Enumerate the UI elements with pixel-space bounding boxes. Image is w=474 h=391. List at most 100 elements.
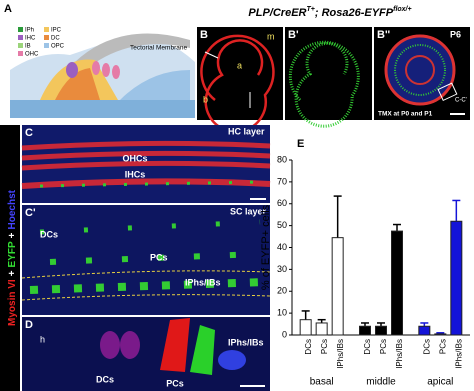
tectorial-membrane xyxy=(75,33,190,70)
micrograph xyxy=(22,205,270,315)
y-tick-label: 40 xyxy=(277,242,287,252)
legend-label: OPC xyxy=(51,44,65,50)
panel-c1: C' SC layer DCs PCs IPhs/IBs xyxy=(21,205,271,315)
legend-label: IHC xyxy=(25,36,36,42)
bar xyxy=(375,325,387,336)
micrograph xyxy=(285,27,372,120)
x-tick-label: PCs xyxy=(379,339,388,354)
layer-label: HC layer xyxy=(228,126,265,136)
panel-c: C HC layer OHCs IHCs xyxy=(21,125,271,203)
legend-swatch xyxy=(18,51,23,56)
ohc-row xyxy=(21,150,271,161)
annotation: TMX at P0 and P1 xyxy=(378,111,433,118)
legend: IPh IHC IB OHC IPC DC OPC xyxy=(18,27,65,58)
legend-label: OHC xyxy=(25,52,39,58)
legend-label: middle xyxy=(366,377,396,388)
figure-title: PLP/CreERT+; Rosa26-EYFPflox/+ xyxy=(248,6,411,19)
bar xyxy=(359,325,371,336)
layer-label: SC layer xyxy=(230,206,267,216)
spiral-red xyxy=(384,34,456,106)
age: P6 xyxy=(450,29,461,39)
x-tick-label: DCs xyxy=(304,339,313,355)
ohc xyxy=(92,61,100,75)
panel-label: E xyxy=(297,138,304,150)
legend-swatch xyxy=(18,27,23,32)
panel-label: B xyxy=(200,29,208,41)
dc-cells xyxy=(55,68,100,100)
cell-label: IPhs/IBs xyxy=(185,277,221,287)
legend-swatch xyxy=(44,43,49,48)
ihc-row xyxy=(21,178,271,189)
stain-part: Myosin VI xyxy=(7,279,18,326)
x-tick-label: IPhs/IBs xyxy=(395,339,404,369)
x-tick-label: DCs xyxy=(422,339,431,355)
cell-label: PCs xyxy=(150,252,168,262)
roi-box xyxy=(437,82,458,102)
bar xyxy=(450,220,463,336)
title-part: PLP/CreER xyxy=(248,7,306,19)
stain-strip xyxy=(0,125,20,391)
basilar xyxy=(10,100,195,118)
annotation: h xyxy=(40,334,45,344)
cell-label: DCs xyxy=(40,229,58,239)
nucleus xyxy=(218,350,246,370)
x-tick-label: IPhs/IBs xyxy=(336,339,345,369)
panel-label: C' xyxy=(25,207,36,219)
title-sup: T+ xyxy=(306,6,314,13)
bar xyxy=(418,325,431,336)
legend-swatch xyxy=(44,27,49,32)
cell-label: PCs xyxy=(166,378,184,388)
panel-label: B'' xyxy=(377,29,391,41)
marker xyxy=(204,51,219,59)
y-tick-label: 80 xyxy=(277,154,287,164)
ohc xyxy=(112,65,120,79)
bar-chart: E % of EYFP+ cells 0 10 20 30 40 50 60 70 80 DCs PCs… xyxy=(260,138,470,388)
cell-label: OHCs xyxy=(122,153,147,163)
stain-part: EYFP xyxy=(7,241,18,267)
bar xyxy=(315,322,328,336)
cell xyxy=(100,331,120,359)
title-part: ; Rosa26-EYFP xyxy=(315,7,394,19)
y-tick-label: 20 xyxy=(277,286,287,296)
legend-swatch xyxy=(44,35,49,40)
box-label: C-C' xyxy=(455,98,467,104)
boundary xyxy=(21,294,271,301)
spiral-red xyxy=(405,55,435,85)
cell-label: IHCs xyxy=(125,169,146,179)
micrograph xyxy=(197,27,283,120)
panel-label: B' xyxy=(288,29,299,41)
y-tick-label: 60 xyxy=(277,198,287,208)
panel-label: A xyxy=(4,3,12,15)
x-tick-label: PCs xyxy=(320,339,329,354)
annotation: Tectorial Membrane xyxy=(130,45,187,52)
y-tick-label: 0 xyxy=(282,329,287,339)
y-tick-label: 30 xyxy=(277,264,287,274)
x-tick-label: PCs xyxy=(438,339,447,354)
cell xyxy=(120,331,140,359)
opc-cells xyxy=(120,70,190,100)
cell-label: IPhs/IBs xyxy=(228,337,264,347)
legend-swatch xyxy=(18,35,23,40)
legend-swatch xyxy=(18,43,23,48)
y-tick-label: 10 xyxy=(277,308,287,318)
stain-label: Myosin VI + EYFP + Hoechst xyxy=(7,189,18,326)
y-axis-title: % of EYFP+ cells xyxy=(260,204,272,290)
panel-b1: B' xyxy=(285,27,372,128)
panel-a: A Tectorial Membrane IPh IHC IB OHC IPC DC OPC xyxy=(4,3,195,118)
bar xyxy=(299,319,312,336)
legend-label: basal xyxy=(310,377,334,388)
legend-label: DC xyxy=(51,36,60,42)
bar xyxy=(434,333,447,336)
ohc-row xyxy=(21,160,271,171)
y-tick-label: 70 xyxy=(277,176,287,186)
stain-part: + xyxy=(7,232,18,238)
panel-label: D xyxy=(25,319,33,331)
eyfp-cells xyxy=(29,278,266,294)
boundary xyxy=(21,270,271,279)
legend-label: IB xyxy=(25,44,31,50)
ihc xyxy=(66,62,78,78)
legend-label: IPh xyxy=(25,28,34,34)
pillar-cell xyxy=(160,318,190,372)
x-tick-label: IPhs/IBs xyxy=(454,339,463,369)
